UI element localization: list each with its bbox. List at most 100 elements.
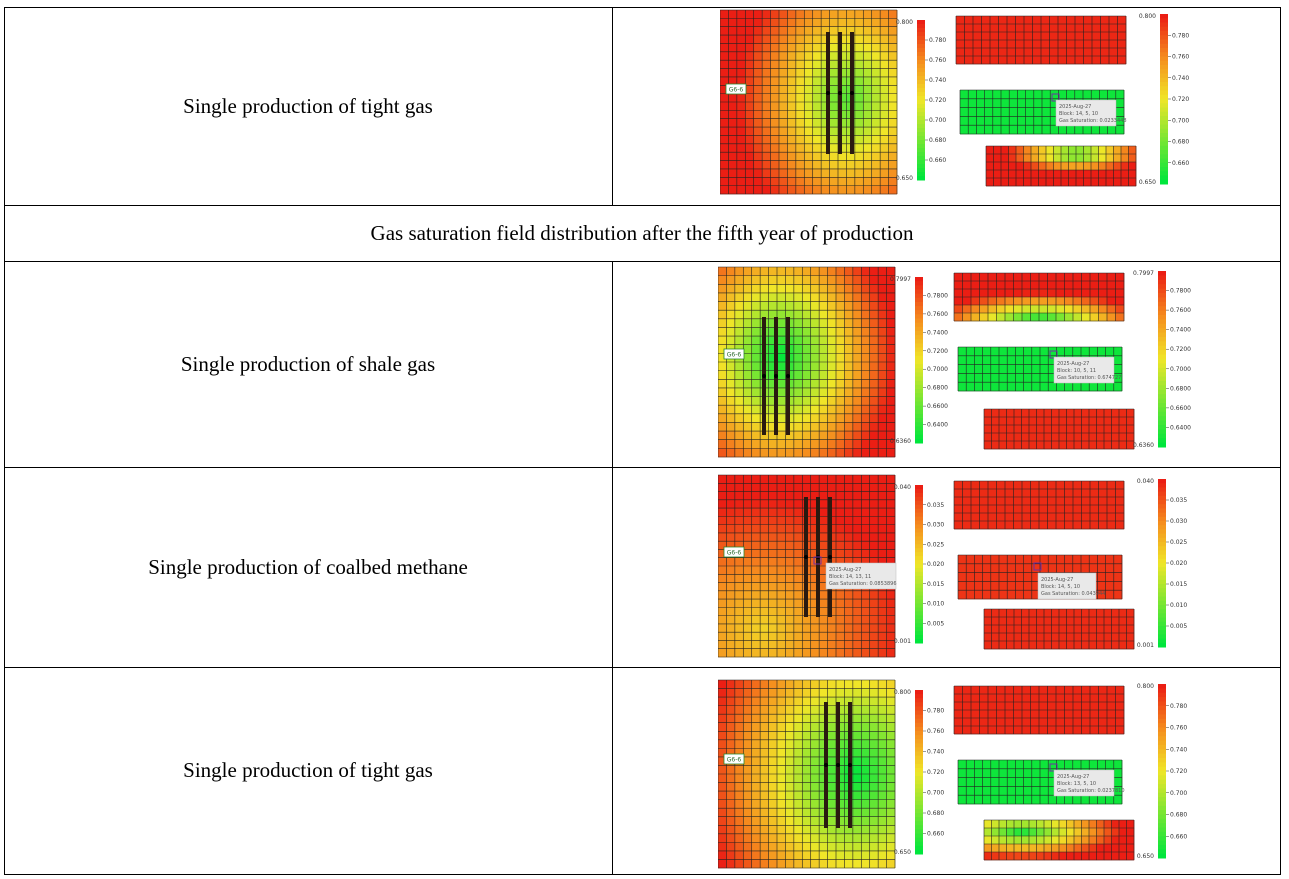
grid-cell xyxy=(838,127,847,136)
grid-cell xyxy=(1015,590,1024,600)
grid-cell xyxy=(1021,425,1030,434)
grid-cell xyxy=(1104,417,1112,426)
grid-cell xyxy=(852,808,862,818)
grid-cell xyxy=(745,85,755,94)
grid-cell xyxy=(751,574,761,583)
cell-tooltip-line: Gas Saturation: 0.674727 xyxy=(1057,375,1121,381)
grid-cell xyxy=(999,590,1008,600)
grid-cell xyxy=(852,850,862,860)
cell-tooltip xyxy=(1053,769,1115,797)
grid-cell xyxy=(996,481,1006,490)
grid-cell xyxy=(861,491,871,501)
grid-cell xyxy=(785,731,795,741)
grid-cell xyxy=(720,152,729,161)
grid-cell xyxy=(1113,347,1123,357)
grid-cell xyxy=(743,607,753,616)
color-scale-band xyxy=(917,76,925,81)
color-scale-band xyxy=(915,837,923,843)
grid-cell xyxy=(1033,116,1043,126)
color-scale-band xyxy=(915,784,923,789)
grid-cell xyxy=(819,448,828,458)
grid-cell xyxy=(1049,40,1059,49)
grid-cell xyxy=(819,648,828,658)
color-scale-band xyxy=(915,726,923,732)
grid-cell xyxy=(777,275,786,285)
grid-cell xyxy=(836,714,845,724)
grid-cell xyxy=(1015,355,1024,365)
grid-cell xyxy=(1064,686,1074,695)
grid-cell xyxy=(878,632,887,641)
grid-cell xyxy=(878,524,887,534)
grid-cell xyxy=(1064,382,1074,392)
grid-cell xyxy=(1009,107,1018,117)
grid-cell xyxy=(1014,641,1022,650)
grid-cell xyxy=(1005,702,1014,711)
color-scale-band xyxy=(1158,621,1166,627)
grid-cell xyxy=(753,110,763,120)
grid-cell xyxy=(810,566,820,575)
grid-cell xyxy=(762,76,771,86)
grid-cell xyxy=(726,816,736,826)
grid-cell xyxy=(777,799,786,809)
color-scale-band xyxy=(917,160,925,165)
grid-cell xyxy=(795,18,805,28)
grid-cell xyxy=(1083,162,1092,171)
grid-cell xyxy=(743,353,753,363)
grid-cell xyxy=(810,688,820,698)
grid-cell xyxy=(878,284,887,294)
grid-cell xyxy=(1050,98,1059,108)
color-scale-band xyxy=(1158,337,1166,342)
grid-cell xyxy=(1006,844,1015,853)
grid-cell xyxy=(819,782,828,792)
grid-cell xyxy=(819,508,828,517)
color-scale-band xyxy=(915,500,923,506)
well-tag: G6-6 xyxy=(727,352,742,359)
grid-cell xyxy=(785,739,795,749)
grid-cell xyxy=(810,782,820,792)
grid-cell xyxy=(962,686,972,695)
grid-cell xyxy=(819,599,828,608)
grid-cell xyxy=(861,439,871,449)
grid-cell xyxy=(1061,170,1069,179)
grid-cell xyxy=(1040,347,1049,357)
grid-cell xyxy=(886,370,896,380)
grid-cell xyxy=(960,125,969,135)
grid-cell xyxy=(1091,162,1099,171)
grid-cell xyxy=(743,549,753,559)
grid-cell xyxy=(888,135,898,145)
grid-cell xyxy=(1013,513,1023,522)
grid-cell xyxy=(1046,178,1054,187)
grid-cell xyxy=(836,640,845,650)
color-scale-band xyxy=(915,552,923,557)
grid-cell xyxy=(979,281,989,290)
grid-cell xyxy=(762,135,771,145)
grid-cell xyxy=(793,590,803,600)
grid-cell xyxy=(1066,844,1075,853)
grid-cell xyxy=(878,431,887,441)
grid-cell xyxy=(770,10,780,19)
grid-cell xyxy=(1107,702,1116,711)
grid-cell xyxy=(861,799,871,809)
grid-cell xyxy=(962,521,972,530)
grid-cell xyxy=(734,566,744,575)
color-scale-band xyxy=(1158,516,1166,522)
grid-cell xyxy=(785,765,795,775)
grid-cell xyxy=(718,413,727,423)
grid-cell xyxy=(854,110,864,120)
grid-cell xyxy=(802,275,812,285)
grid-cell xyxy=(770,110,780,120)
grid-cell xyxy=(795,10,805,19)
grid-cell xyxy=(1111,852,1120,861)
grid-cell xyxy=(973,16,982,25)
grid-cell xyxy=(1044,633,1052,642)
grid-cell xyxy=(1098,726,1108,735)
grid-cell xyxy=(1081,795,1090,805)
grid-cell xyxy=(838,68,847,78)
grid-cell xyxy=(1066,40,1076,49)
grid-cell xyxy=(819,697,828,706)
grid-cell xyxy=(982,572,992,582)
grid-cell xyxy=(777,336,786,346)
grid-cell xyxy=(1005,513,1014,522)
grid-cell xyxy=(962,702,972,711)
grid-cell xyxy=(992,98,1002,108)
